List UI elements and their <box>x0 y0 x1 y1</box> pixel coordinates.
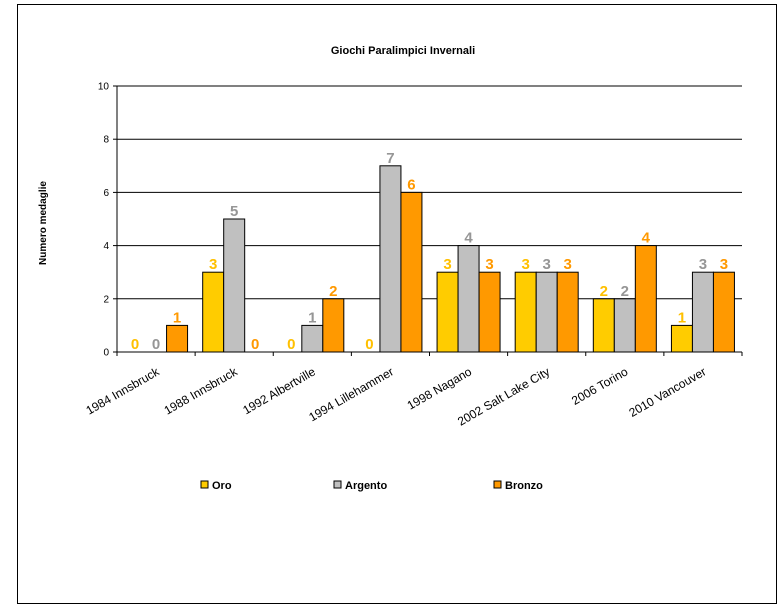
bar <box>301 324 324 353</box>
legend-swatch <box>493 480 502 489</box>
data-label: 3 <box>720 256 728 273</box>
bar <box>223 218 246 353</box>
legend: Oro Argento Bronzo <box>200 480 543 492</box>
chart-svg: Giochi Paralimpici Invernali Numero meda… <box>38 45 743 492</box>
data-label: 4 <box>642 230 651 247</box>
data-label: 3 <box>699 256 707 273</box>
bar <box>613 298 636 353</box>
data-label: 1 <box>308 309 316 326</box>
bar <box>556 271 579 353</box>
data-label: 7 <box>386 150 394 167</box>
data-label: 3 <box>485 256 493 273</box>
bar <box>322 298 345 353</box>
y-tick-label: 0 <box>103 348 109 359</box>
bar <box>691 271 714 353</box>
bar <box>166 324 189 353</box>
y-axis-label: Numero medaglie <box>38 181 49 265</box>
bar <box>379 165 402 353</box>
bar <box>535 271 558 353</box>
bar <box>634 245 657 353</box>
category-label: 1998 Nagano <box>405 364 475 412</box>
legend-label: Argento <box>345 480 387 492</box>
data-label: 6 <box>407 176 415 193</box>
data-label: 3 <box>443 256 451 273</box>
data-label: 3 <box>209 256 217 273</box>
chart-title: Giochi Paralimpici Invernali <box>331 45 475 57</box>
data-label: 0 <box>287 336 295 353</box>
legend-swatch <box>200 480 209 489</box>
y-tick-label: 6 <box>103 188 109 199</box>
legend-label: Oro <box>212 480 232 492</box>
y-tick-label: 4 <box>103 241 109 252</box>
bar <box>592 298 615 353</box>
bar <box>436 271 459 353</box>
category-label: 1992 Albertville <box>240 364 318 417</box>
bar <box>712 271 735 353</box>
data-label: 1 <box>678 309 686 326</box>
category-label: 1994 Lillehammer <box>306 364 396 424</box>
data-label: 1 <box>173 309 181 326</box>
legend-label: Bronzo <box>505 480 543 492</box>
legend-swatch <box>333 480 342 489</box>
bar <box>514 271 537 353</box>
data-label: 2 <box>329 283 337 300</box>
data-label: 0 <box>365 336 373 353</box>
data-label: 0 <box>131 336 139 353</box>
bar <box>400 191 423 353</box>
data-label: 5 <box>230 203 238 220</box>
category-label: 2006 Torino <box>569 364 630 408</box>
bar <box>670 324 693 353</box>
data-label: 3 <box>543 256 551 273</box>
bar <box>202 271 225 353</box>
y-tick-label: 10 <box>98 82 110 93</box>
chart-frame: Giochi Paralimpici Invernali Numero meda… <box>17 4 777 604</box>
data-label: 4 <box>464 230 473 247</box>
y-tick-label: 8 <box>103 135 109 146</box>
bar <box>478 271 501 353</box>
bar <box>457 245 480 353</box>
category-label: 1988 Innsbruck <box>162 364 241 418</box>
category-label: 2010 Vancouver <box>627 364 709 419</box>
data-label: 3 <box>564 256 572 273</box>
data-label: 0 <box>251 336 259 353</box>
category-label: 1984 Innsbruck <box>83 364 162 418</box>
category-labels: 1984 Innsbruck 1988 Innsbruck 1992 Albertv… <box>83 364 708 429</box>
data-label: 2 <box>600 283 608 300</box>
data-label: 0 <box>152 336 160 353</box>
data-label: 3 <box>522 256 530 273</box>
y-tick-label: 2 <box>103 294 109 305</box>
data-label: 2 <box>621 283 629 300</box>
